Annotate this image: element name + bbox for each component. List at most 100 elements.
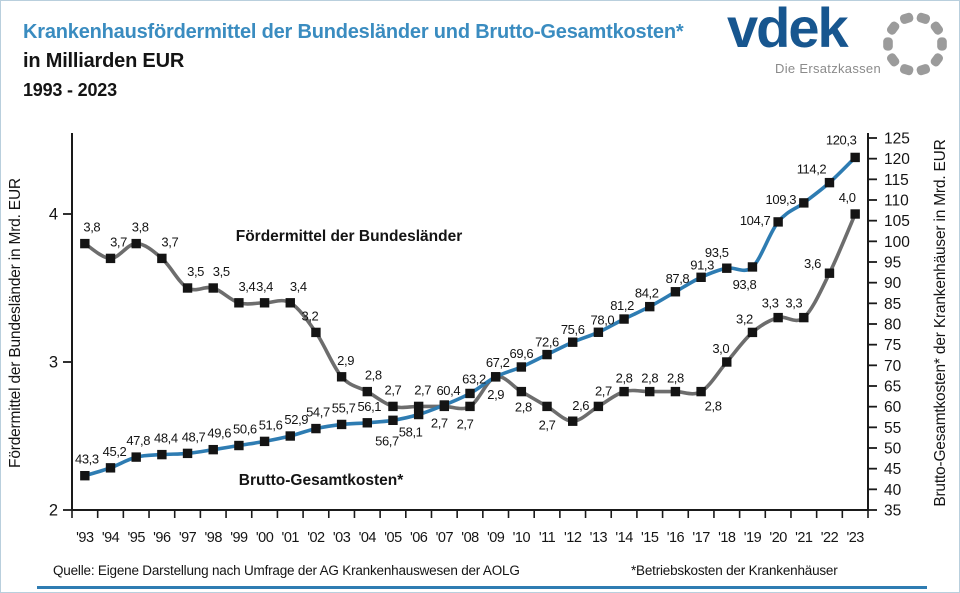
svg-text:110: 110: [884, 193, 909, 210]
svg-text:50: 50: [884, 441, 902, 458]
svg-text:49,6: 49,6: [207, 426, 231, 441]
svg-text:'95: '95: [127, 530, 145, 546]
svg-text:2,6: 2,6: [572, 398, 589, 413]
svg-text:2,7: 2,7: [414, 382, 431, 397]
svg-text:2,8: 2,8: [515, 400, 532, 415]
svg-text:75,6: 75,6: [561, 322, 585, 337]
svg-text:104,7: 104,7: [740, 213, 771, 228]
svg-text:90: 90: [884, 275, 902, 292]
svg-text:3,5: 3,5: [187, 264, 204, 279]
svg-text:'11: '11: [539, 530, 556, 546]
svg-text:2,8: 2,8: [365, 368, 382, 383]
svg-text:'04: '04: [359, 530, 377, 546]
svg-text:84,2: 84,2: [635, 286, 659, 301]
axis-titles: Fördermittel der Bundesländer in Mrd. EU…: [7, 139, 949, 506]
svg-text:91,3: 91,3: [690, 257, 714, 272]
svg-text:105: 105: [884, 213, 910, 230]
svg-text:'98: '98: [205, 530, 223, 546]
svg-text:2,7: 2,7: [539, 417, 556, 432]
svg-text:50,6: 50,6: [233, 422, 257, 437]
svg-text:Fördermittel der Bundesländer: Fördermittel der Bundesländer in Mrd. EU…: [7, 178, 24, 468]
svg-text:75: 75: [884, 337, 901, 354]
svg-text:85: 85: [884, 296, 901, 313]
svg-text:3,6: 3,6: [804, 256, 821, 271]
series-inline-label: Fördermittel der Bundesländer: [236, 228, 463, 245]
svg-text:Brutto-Gesamtkosten* der Krank: Brutto-Gesamtkosten* der Krankenhäuser i…: [932, 139, 949, 506]
svg-text:45: 45: [884, 461, 901, 478]
right-axis: 35 40 45 50 55 60 65 70 75 80 85 90 95 100 105 110 115 12…: [868, 131, 910, 520]
footnote-text: *Betriebskosten der Krankenhäuser: [631, 563, 838, 578]
svg-text:120,3: 120,3: [826, 132, 857, 147]
series-brutto-gesamtkosten: 43,3 45,247,8 48,4 48,7 49,6 50,6 51,6 52,954,7…: [75, 132, 860, 489]
svg-text:'23: '23: [846, 530, 864, 546]
series-inline-label: Brutto-Gesamtkosten*: [239, 472, 404, 489]
svg-text:78,0: 78,0: [591, 312, 615, 327]
svg-text:'12: '12: [564, 530, 582, 546]
page-subtitle: in Milliarden EUR: [23, 50, 185, 72]
svg-text:63,2: 63,2: [462, 371, 486, 386]
svg-text:60: 60: [884, 399, 902, 416]
svg-text:'01: '01: [282, 530, 300, 546]
svg-text:55: 55: [884, 420, 901, 437]
svg-text:56,7: 56,7: [375, 433, 399, 448]
bottom-accent-rule: [37, 586, 927, 589]
svg-text:'17: '17: [692, 530, 710, 546]
svg-text:'13: '13: [590, 530, 608, 546]
x-axis: '93 '94 '95 '96 '97 '98 '99 '00 '01 '02 '03 '04 '05 '…: [71, 510, 869, 546]
svg-text:45,2: 45,2: [103, 444, 127, 459]
svg-text:58,1: 58,1: [399, 425, 423, 440]
svg-text:'09: '09: [487, 530, 505, 546]
svg-text:87,8: 87,8: [666, 271, 690, 286]
source-text: Quelle: Eigene Darstellung nach Umfrage …: [53, 563, 520, 578]
svg-text:3: 3: [49, 354, 58, 372]
svg-text:4: 4: [49, 206, 58, 224]
svg-text:100: 100: [884, 234, 910, 251]
page-period: 1993 - 2023: [23, 80, 117, 100]
svg-text:2,7: 2,7: [457, 416, 474, 431]
svg-text:47,8: 47,8: [126, 433, 150, 448]
svg-text:'21: '21: [795, 530, 813, 546]
svg-text:'08: '08: [461, 530, 479, 546]
svg-text:72,6: 72,6: [535, 335, 559, 350]
svg-text:52,9: 52,9: [284, 412, 308, 427]
svg-text:3,3: 3,3: [785, 296, 802, 311]
svg-text:3,3: 3,3: [762, 296, 779, 311]
svg-text:48,4: 48,4: [154, 431, 178, 446]
svg-text:'14: '14: [615, 530, 633, 546]
svg-text:70: 70: [884, 358, 902, 375]
svg-text:115: 115: [884, 172, 909, 189]
svg-text:'22: '22: [821, 530, 839, 546]
svg-text:3,4: 3,4: [238, 279, 255, 294]
svg-text:109,3: 109,3: [766, 192, 797, 207]
svg-text:3,7: 3,7: [161, 234, 178, 249]
svg-text:40: 40: [884, 482, 902, 499]
svg-text:3,8: 3,8: [83, 220, 100, 235]
svg-text:80: 80: [884, 317, 902, 334]
svg-text:3,0: 3,0: [712, 341, 729, 356]
series-markers: [80, 152, 860, 481]
svg-text:69,6: 69,6: [510, 346, 534, 361]
svg-text:2,8: 2,8: [667, 371, 684, 386]
svg-text:95: 95: [884, 255, 901, 272]
svg-text:2,7: 2,7: [385, 382, 402, 397]
svg-text:'19: '19: [744, 530, 762, 546]
svg-text:35: 35: [884, 503, 901, 520]
svg-text:2,9: 2,9: [337, 353, 354, 368]
svg-text:93,8: 93,8: [733, 277, 757, 292]
svg-text:'20: '20: [769, 530, 787, 546]
svg-text:51,6: 51,6: [259, 417, 283, 432]
svg-text:120: 120: [884, 151, 910, 168]
svg-text:'99: '99: [230, 530, 248, 546]
svg-text:3,2: 3,2: [736, 311, 753, 326]
series-value-labels: 3,83,73,83,73,5 3,53,4 3,4 3,43,22,92,82,7 2…: [83, 190, 856, 432]
svg-text:2,7: 2,7: [431, 415, 448, 430]
svg-text:'05: '05: [384, 530, 402, 546]
svg-text:2: 2: [49, 502, 58, 520]
vdek-logo: vdek Die Ersatzkassen: [721, 1, 956, 96]
svg-text:67,2: 67,2: [486, 355, 510, 370]
svg-text:'03: '03: [333, 530, 351, 546]
svg-text:'94: '94: [102, 530, 120, 546]
series-f-rdermittel-der-bundesl-nder: 3,83,73,83,73,5 3,53,4 3,4 3,43,22,92,82,7 2…: [80, 190, 860, 432]
svg-text:2,8: 2,8: [641, 371, 658, 386]
svg-text:'96: '96: [153, 530, 171, 546]
